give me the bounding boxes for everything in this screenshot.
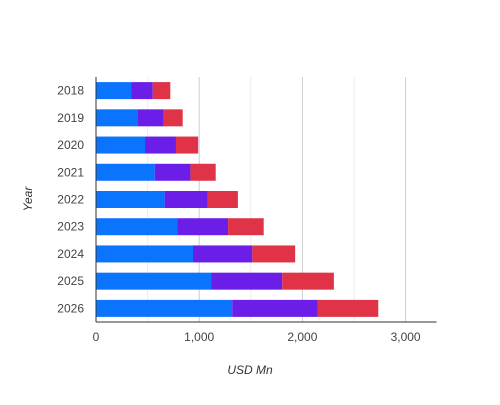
bar-2023-series-2 [177, 218, 229, 236]
bar-2024-series-3 [252, 245, 296, 263]
y-tick-label: 2022 [57, 193, 84, 207]
bar-2026-series-1 [96, 299, 233, 317]
y-tick-label: 2024 [57, 247, 84, 261]
bar-2021-series-1 [96, 163, 155, 181]
bar-2026-series-3 [317, 299, 379, 317]
y-tick-label: 2026 [57, 301, 84, 315]
bar-2019-series-2 [137, 109, 164, 127]
bar-2019-series-1 [96, 109, 138, 127]
x-tick-label: 3,000 [391, 330, 421, 344]
bar-2024-series-1 [96, 245, 194, 263]
bar-2022-series-2 [164, 191, 208, 208]
bar-2023-series-1 [96, 218, 178, 236]
bars [96, 82, 379, 317]
bar-2025-series-3 [282, 272, 334, 290]
y-tick-label: 2018 [57, 84, 84, 98]
y-tick-label: 2025 [57, 274, 84, 288]
bar-2018-series-3 [152, 82, 171, 100]
bar-2022-series-3 [207, 191, 238, 208]
bar-2019-series-3 [163, 109, 183, 127]
bar-2020-series-3 [175, 136, 199, 154]
x-tick-label: 0 [93, 330, 100, 344]
bar-2022-series-1 [96, 191, 165, 208]
bar-2020-series-1 [96, 136, 146, 154]
bar-2023-series-3 [228, 218, 264, 236]
bar-2018-series-1 [96, 82, 132, 100]
bar-2026-series-2 [232, 299, 318, 317]
x-tick-label: 1,000 [184, 330, 214, 344]
bar-2021-series-2 [154, 163, 191, 181]
bar-2025-series-1 [96, 272, 212, 290]
bar-2025-series-2 [211, 272, 283, 290]
bar-2021-series-3 [190, 163, 216, 181]
x-axis-title: USD Mn [227, 363, 273, 377]
bar-2020-series-2 [145, 136, 176, 154]
bar-2024-series-2 [193, 245, 253, 263]
x-tick-label: 2,000 [287, 330, 317, 344]
y-tick-label: 2023 [57, 220, 84, 234]
y-tick-label: 2021 [57, 165, 84, 179]
axes: 2018 2019 2020 2021 2022 2023 2024 2025 2026 0 1,0… [57, 77, 437, 344]
y-tick-label: 2019 [57, 111, 84, 125]
y-axis-title: Year [21, 186, 35, 212]
y-tick-label: 2020 [57, 138, 84, 152]
bar-2018-series-2 [131, 82, 153, 100]
